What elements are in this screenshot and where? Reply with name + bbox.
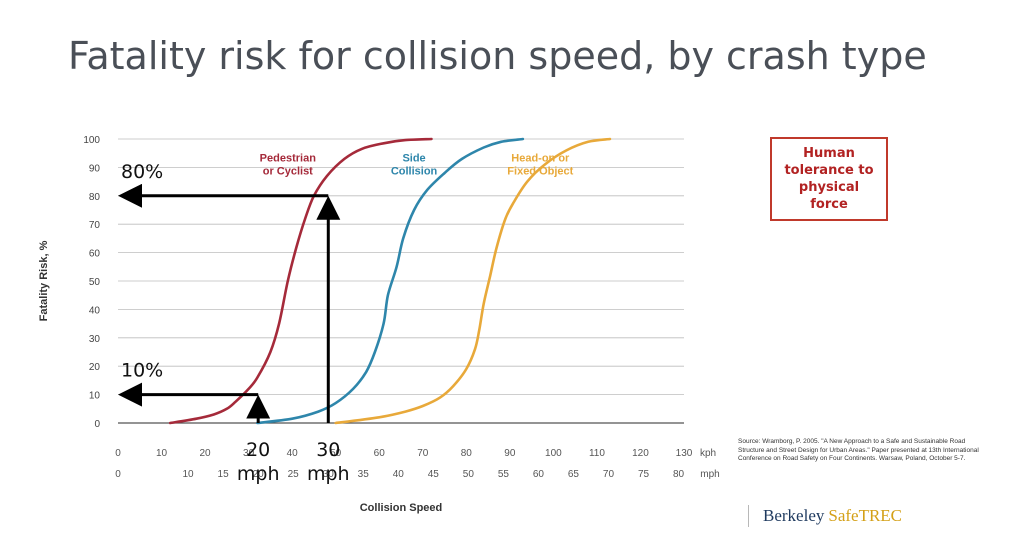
kph-tick-label: 30 <box>243 448 255 459</box>
mph-tick-label: 65 <box>568 469 580 480</box>
kph-tick-label: 60 <box>374 448 386 459</box>
y-tick-label: 50 <box>89 277 101 288</box>
kph-tick-label: 10 <box>156 448 168 459</box>
logo-berkeley: Berkeley <box>763 506 825 525</box>
y-tick-label: 60 <box>89 249 101 260</box>
mph-tick-label: 60 <box>533 469 545 480</box>
berkeley-safetrec-logo: Berkeley SafeTREC <box>748 503 902 529</box>
mph-tick-label: 55 <box>498 469 510 480</box>
x-tick-labels: 0 10 20 30 40 50 60 70 80 90 100 110 120 130 kph 0 10 15 2… <box>115 448 720 480</box>
grid-lines <box>118 138 684 424</box>
y-tick-label: 30 <box>89 334 101 345</box>
mph-tick-label: 25 <box>288 469 300 480</box>
y-tick-label: 40 <box>89 305 101 316</box>
annotation-speed-label: 20 mph <box>237 439 280 485</box>
series-lines <box>168 137 612 425</box>
series-line-3 <box>334 137 612 425</box>
mph-tick-label: 75 <box>638 469 650 480</box>
kph-tick-label: 20 <box>200 448 212 459</box>
kph-tick-label: 0 <box>115 448 121 459</box>
y-tick-label: 100 <box>83 135 100 146</box>
y-tick-label: 20 <box>89 362 101 373</box>
series-label: Head-on or Fixed Object <box>507 153 573 178</box>
y-tick-label: 80 <box>89 192 101 203</box>
mph-tick-label: 50 <box>463 469 475 480</box>
annotation-speed-label: 30 mph <box>307 439 350 485</box>
kph-tick-label: 100 <box>545 448 562 459</box>
mph-tick-label: 40 <box>393 469 405 480</box>
y-tick-labels: 0 10 20 30 40 50 60 70 80 90 100 <box>83 135 100 430</box>
kph-unit-label: kph <box>700 448 716 459</box>
kph-tick-label: 90 <box>504 448 516 459</box>
y-tick-label: 0 <box>94 419 100 430</box>
mph-tick-label: 80 <box>673 469 685 480</box>
kph-tick-label: 110 <box>589 448 605 459</box>
callout-text: Human tolerance to physical force <box>784 146 874 212</box>
annotations: 80% 30 mph 10% 20 mph <box>118 161 350 485</box>
x-axis-label: Collision Speed <box>360 502 443 514</box>
y-axis-label: Fatality Risk, % <box>38 240 50 321</box>
mph-tick-label: 15 <box>218 469 230 480</box>
series-label: Side Collision <box>391 153 438 178</box>
mph-tick-label: 70 <box>603 469 615 480</box>
kph-tick-label: 70 <box>417 448 429 459</box>
kph-tick-label: 80 <box>461 448 473 459</box>
logo-divider <box>748 505 749 527</box>
series-labels: Pedestrian or Cyclist Side Collision Head-on… <box>260 153 574 178</box>
kph-tick-label: 50 <box>330 448 342 459</box>
logo-safetrec: SafeTREC <box>828 506 903 525</box>
series-label: Pedestrian or Cyclist <box>260 153 317 178</box>
series-line-2 <box>256 137 525 425</box>
mph-tick-label: 0 <box>115 469 121 480</box>
mph-tick-label: 45 <box>428 469 440 480</box>
mph-tick-label: 10 <box>183 469 195 480</box>
source-note: Source: Wramborg, P. 2005. "A New Approa… <box>738 438 979 463</box>
kph-tick-label: 40 <box>287 448 299 459</box>
mph-tick-label: 20 <box>253 469 265 480</box>
annotation-percent-label: 80% <box>121 161 163 183</box>
y-tick-label: 90 <box>89 163 101 174</box>
y-tick-label: 70 <box>89 220 101 231</box>
slide-title: Fatality risk for collision speed, by cr… <box>68 34 927 78</box>
series-line-1 <box>168 137 433 425</box>
y-tick-label: 10 <box>89 391 101 402</box>
mph-tick-label: 35 <box>358 469 370 480</box>
annotation-percent-label: 10% <box>121 360 163 382</box>
mph-tick-label: 30 <box>323 469 335 480</box>
human-tolerance-callout: Human tolerance to physical force <box>770 137 888 221</box>
mph-unit-label: mph <box>700 469 719 480</box>
kph-tick-label: 130 <box>676 448 693 459</box>
kph-tick-label: 120 <box>632 448 649 459</box>
